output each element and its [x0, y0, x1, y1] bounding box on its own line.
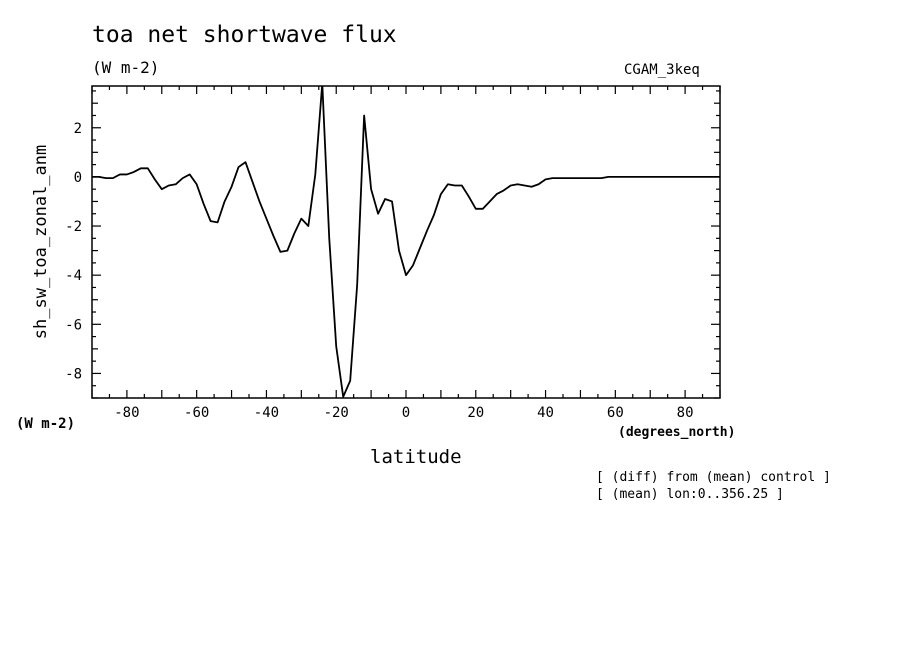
x-axis-units: (degrees_north) [618, 425, 736, 440]
y-tick-label: -6 [65, 317, 82, 333]
y-tick-label: -2 [65, 219, 82, 235]
x-tick-label: -60 [184, 405, 209, 421]
chart-units: (W m-2) [92, 58, 160, 77]
data-line [92, 86, 720, 398]
dataset-label: CGAM_3keq [624, 62, 700, 78]
y-axis-units: (W m-2) [16, 416, 76, 432]
chart-title: toa net shortwave flux [92, 22, 397, 48]
x-tick-label: -20 [324, 405, 349, 421]
x-tick-label: 60 [607, 405, 624, 421]
y-tick-label: -8 [65, 366, 82, 382]
x-axis-label: latitude [370, 446, 462, 468]
x-tick-label: 80 [677, 405, 694, 421]
x-tick-label: 40 [537, 405, 554, 421]
x-tick-label: -40 [254, 405, 279, 421]
axis-ticks [91, 86, 721, 399]
x-tick-label: -80 [114, 405, 139, 421]
y-tick-label: 0 [74, 170, 82, 186]
x-tick-label: 20 [467, 405, 484, 421]
y-tick-label: -4 [65, 268, 82, 284]
note-mean: [ (mean) lon:0..356.25 ] [596, 487, 784, 502]
plot-frame [91, 85, 721, 399]
y-tick-label: 2 [74, 121, 82, 137]
note-diff: [ (diff) from (mean) control ] [596, 470, 831, 485]
x-tick-label: 0 [402, 405, 410, 421]
